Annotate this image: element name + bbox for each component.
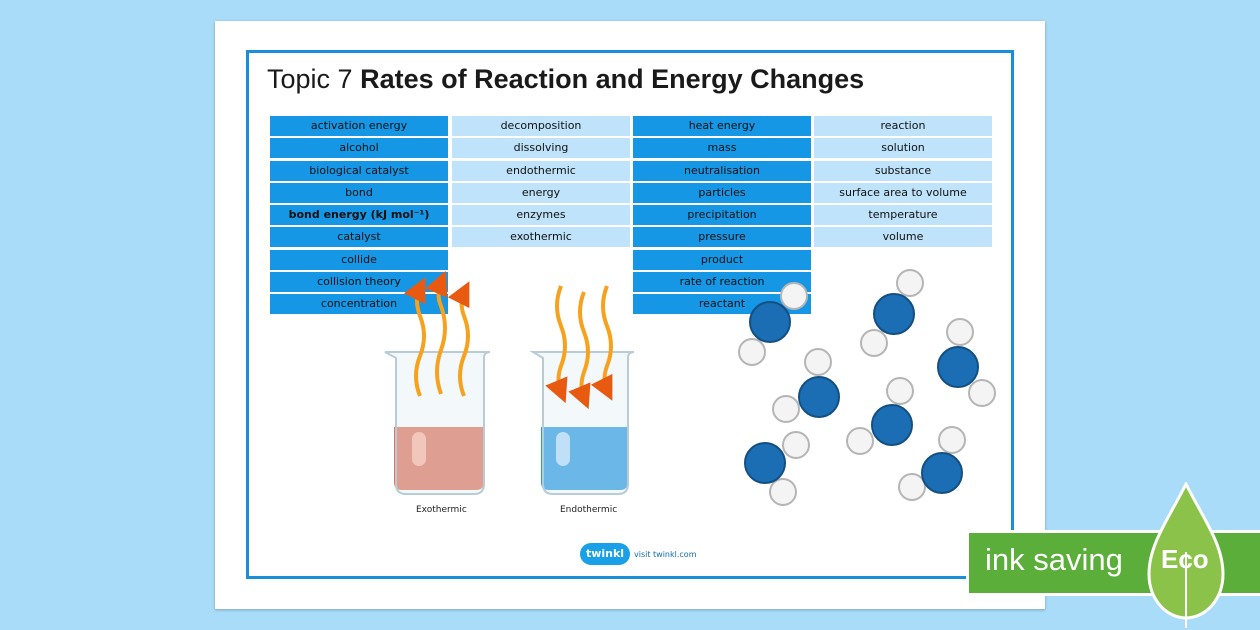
eco-label: Eco — [1161, 544, 1209, 574]
word-cell: bond — [270, 182, 448, 203]
word-cell: activation energy — [270, 116, 448, 136]
word-cell: reaction — [814, 116, 992, 136]
word-cell: reactant — [633, 294, 811, 315]
word-cell: energy — [452, 182, 630, 203]
title-main: Rates of Reaction and Energy Changes — [360, 64, 865, 94]
word-cell: dissolving — [452, 138, 630, 159]
word-cell: heat energy — [633, 116, 811, 136]
word-cell: rate of reaction — [633, 272, 811, 293]
word-cell: product — [633, 249, 811, 270]
word-cell: exothermic — [452, 227, 630, 248]
word-cell: substance — [814, 160, 992, 181]
word-cell: neutralisation — [633, 160, 811, 181]
word-cell: enzymes — [452, 205, 630, 226]
word-cell: mass — [633, 138, 811, 159]
word-column-4: reaction solution substance surface area… — [814, 116, 992, 250]
word-cell: biological catalyst — [270, 160, 448, 181]
leaf-drop-icon — [1147, 482, 1225, 628]
word-cell: collision theory — [270, 272, 448, 293]
twinkl-link[interactable]: visit twinkl.com — [634, 550, 697, 559]
word-cell: alcohol — [270, 138, 448, 159]
word-column-2: decomposition dissolving endothermic ene… — [452, 116, 630, 250]
word-cell: volume — [814, 227, 992, 248]
word-cell: particles — [633, 182, 811, 203]
word-column-3: heat energy mass neutralisation particle… — [633, 116, 811, 317]
word-cell: catalyst — [270, 227, 448, 248]
word-cell: surface area to volume — [814, 182, 992, 203]
word-cell: collide — [270, 249, 448, 270]
title-prefix: Topic 7 — [267, 64, 353, 94]
twinkl-logo[interactable]: twinkl — [580, 543, 630, 565]
word-cell: bond energy (kJ mol⁻¹) — [270, 205, 448, 226]
endothermic-caption: Endothermic — [560, 505, 618, 515]
word-cell: solution — [814, 138, 992, 159]
word-cell: precipitation — [633, 205, 811, 226]
word-cell: pressure — [633, 227, 811, 248]
exothermic-caption: Exothermic — [416, 505, 467, 515]
ink-saving-label: ink saving — [985, 542, 1123, 577]
word-cell: temperature — [814, 205, 992, 226]
word-cell: decomposition — [452, 116, 630, 136]
word-cell: endothermic — [452, 160, 630, 181]
page-title: Topic 7 Rates of Reaction and Energy Cha… — [267, 64, 864, 95]
page-border — [246, 50, 1014, 579]
word-column-1: activation energy alcohol biological cat… — [270, 116, 448, 317]
word-cell: concentration — [270, 294, 448, 315]
